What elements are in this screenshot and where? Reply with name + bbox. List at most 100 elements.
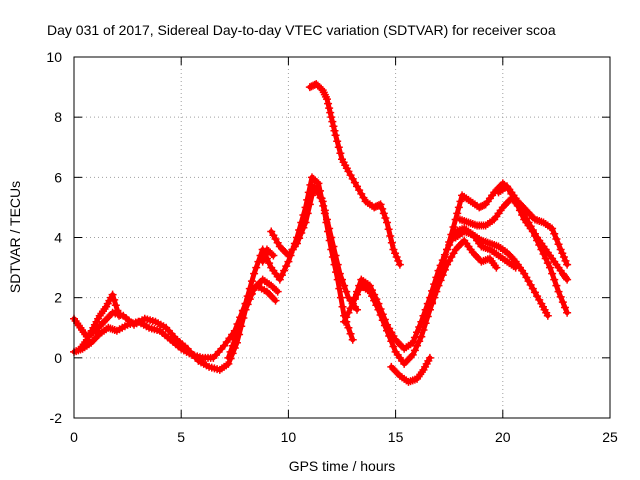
data-point bbox=[558, 249, 567, 258]
data-point bbox=[384, 225, 393, 234]
data-point bbox=[408, 350, 417, 359]
y-tick-label: 0 bbox=[54, 350, 62, 366]
data-point bbox=[518, 210, 527, 219]
data-point bbox=[301, 218, 310, 227]
data-point bbox=[391, 249, 400, 258]
data-point bbox=[277, 271, 286, 280]
series-trace-e bbox=[258, 245, 278, 266]
series-trace-n bbox=[76, 290, 124, 353]
series-trace-g bbox=[340, 236, 501, 368]
y-tick-label: 4 bbox=[54, 230, 62, 246]
x-axis-label: GPS time / hours bbox=[289, 458, 396, 474]
data-point bbox=[447, 230, 456, 239]
data-point bbox=[303, 209, 312, 218]
data-point bbox=[348, 299, 357, 308]
data-point bbox=[562, 274, 571, 283]
data-point bbox=[271, 296, 280, 305]
data-point bbox=[350, 293, 359, 302]
x-tick-label: 10 bbox=[281, 429, 297, 445]
data-point bbox=[383, 218, 392, 227]
data-point bbox=[237, 314, 246, 323]
data-point bbox=[374, 299, 383, 308]
data-point bbox=[528, 227, 537, 236]
data-point bbox=[243, 292, 252, 301]
data-point bbox=[548, 269, 557, 278]
data-point bbox=[560, 303, 569, 312]
data-point bbox=[392, 253, 401, 262]
data-point bbox=[533, 236, 542, 245]
data-point bbox=[432, 283, 441, 292]
data-point bbox=[226, 347, 235, 356]
data-point bbox=[563, 260, 572, 269]
data-point bbox=[378, 204, 387, 213]
data-point bbox=[389, 245, 398, 254]
data-point bbox=[342, 313, 351, 322]
data-point bbox=[282, 262, 291, 271]
data-point bbox=[230, 335, 239, 344]
data-point bbox=[454, 203, 463, 212]
data-point bbox=[365, 281, 374, 290]
data-point bbox=[314, 179, 323, 188]
data-point bbox=[511, 197, 520, 206]
series-trace-l bbox=[494, 182, 572, 317]
data-point bbox=[415, 322, 424, 331]
data-point bbox=[543, 259, 552, 268]
data-point bbox=[408, 338, 417, 347]
data-point bbox=[376, 304, 385, 313]
data-point bbox=[425, 305, 434, 314]
axis-ticks: 0 5 10 15 20 25 -2 0 2 4 6 8 10 bbox=[46, 49, 618, 445]
data-point bbox=[299, 223, 308, 232]
data-point bbox=[430, 290, 439, 299]
data-point bbox=[336, 149, 345, 158]
y-tick-label: 8 bbox=[54, 109, 62, 125]
data-point bbox=[327, 113, 336, 122]
data-point bbox=[348, 335, 357, 344]
data-point bbox=[353, 305, 362, 314]
data-point bbox=[320, 206, 329, 215]
data-point bbox=[453, 209, 462, 218]
data-point bbox=[326, 108, 335, 117]
data-point bbox=[541, 254, 550, 263]
data-point bbox=[370, 290, 379, 299]
data-point bbox=[554, 287, 563, 296]
data-point bbox=[113, 306, 122, 315]
data-point bbox=[379, 209, 388, 218]
data-point bbox=[329, 122, 338, 131]
data-point bbox=[325, 104, 334, 113]
y-tick-label: 6 bbox=[54, 169, 62, 185]
y-tick-label: -2 bbox=[50, 410, 63, 426]
data-point bbox=[292, 239, 301, 248]
data-point bbox=[436, 268, 445, 277]
data-point bbox=[380, 315, 389, 324]
data-point bbox=[325, 224, 334, 233]
data-point bbox=[305, 200, 314, 209]
data-point bbox=[224, 353, 233, 362]
chart-title: Day 031 of 2017, Sidereal Day-to-day VTE… bbox=[47, 22, 556, 38]
data-point bbox=[558, 298, 567, 307]
data-point bbox=[307, 191, 316, 200]
data-point bbox=[267, 250, 276, 259]
series-trace-f bbox=[305, 80, 404, 269]
data-point bbox=[252, 263, 261, 272]
data-point bbox=[346, 304, 355, 313]
data-point bbox=[329, 242, 338, 251]
data-point bbox=[334, 143, 343, 152]
grid bbox=[74, 57, 610, 418]
x-tick-label: 5 bbox=[177, 429, 185, 445]
data-point bbox=[312, 177, 321, 186]
data-point bbox=[413, 328, 422, 337]
data-point bbox=[425, 353, 434, 362]
data-point bbox=[480, 201, 489, 210]
data-point bbox=[492, 263, 501, 272]
data-point bbox=[530, 231, 539, 240]
data-point bbox=[353, 287, 362, 296]
data-point bbox=[561, 256, 570, 265]
data-point bbox=[340, 281, 349, 290]
y-tick-label: 10 bbox=[46, 49, 62, 65]
x-tick-label: 15 bbox=[388, 429, 404, 445]
data-point bbox=[265, 259, 274, 268]
data-point bbox=[563, 275, 572, 284]
data-point bbox=[552, 235, 561, 244]
data-point bbox=[419, 311, 428, 320]
data-point bbox=[333, 137, 342, 146]
